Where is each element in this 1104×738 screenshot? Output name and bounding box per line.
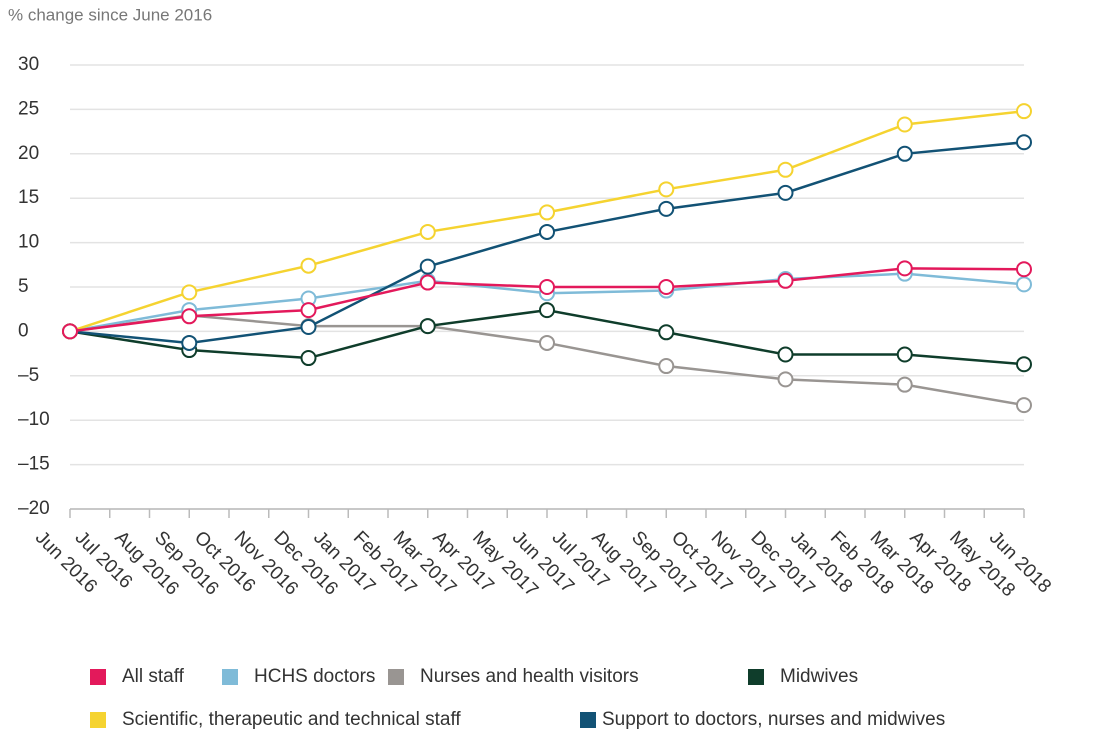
data-point: [539, 302, 555, 319]
y-axis-label: % change since June 2016: [8, 5, 212, 24]
data-point: [777, 371, 794, 388]
legend-swatch: [388, 669, 404, 685]
y-tick-label: 5: [18, 276, 29, 297]
data-point: [539, 204, 555, 221]
data-point: [181, 284, 198, 301]
data-point: [658, 181, 675, 198]
legend-label: Scientific, therapeutic and technical st…: [122, 709, 461, 730]
data-point: [181, 308, 198, 325]
legend-label: Nurses and health visitors: [420, 666, 639, 687]
legend-swatch: [90, 712, 106, 728]
data-point: [419, 318, 436, 335]
data-point: [777, 272, 794, 289]
legend-swatch: [222, 669, 238, 685]
data-point: [300, 302, 317, 319]
y-tick-label: –15: [18, 454, 50, 475]
legend-label: Midwives: [780, 666, 858, 687]
data-point: [896, 346, 913, 363]
y-tick-label: 10: [18, 232, 39, 253]
data-point: [658, 279, 675, 295]
data-point: [1016, 134, 1032, 151]
legend-label: HCHS doctors: [254, 666, 375, 687]
data-point: [777, 184, 794, 201]
data-point: [777, 161, 794, 178]
y-tick-label: –5: [18, 365, 39, 386]
data-point: [539, 223, 555, 240]
data-point: [419, 223, 436, 240]
data-point: [300, 257, 317, 274]
data-point: [658, 324, 675, 341]
legend-swatch: [90, 669, 106, 685]
data-point: [62, 323, 78, 340]
data-point: [777, 346, 794, 363]
legend-label: Support to doctors, nurses and midwives: [602, 709, 945, 730]
data-point: [896, 116, 913, 133]
y-tick-label: 30: [18, 54, 39, 75]
series-line: [69, 314, 1025, 407]
data-point: [896, 376, 913, 393]
y-tick-label: 0: [18, 320, 29, 341]
data-point: [539, 279, 555, 295]
legend-swatch: [580, 712, 596, 728]
data-point: [539, 334, 555, 351]
data-point: [1016, 103, 1032, 120]
legend-label: All staff: [122, 666, 185, 687]
data-point: [1016, 397, 1032, 414]
data-point: [300, 318, 317, 335]
data-point: [896, 145, 913, 162]
data-point: [658, 358, 675, 375]
y-tick-label: –10: [18, 409, 50, 430]
data-point: [419, 274, 436, 291]
data-point: [896, 260, 913, 277]
data-point: [300, 350, 317, 367]
y-tick-label: 20: [18, 143, 39, 164]
data-point: [1016, 356, 1032, 373]
y-tick-label: 15: [18, 187, 39, 208]
y-tick-label: –20: [18, 498, 50, 519]
data-point: [181, 334, 198, 351]
data-point: [658, 200, 675, 217]
y-tick-label: 25: [18, 98, 39, 119]
data-point: [1016, 261, 1032, 278]
data-point: [419, 258, 436, 275]
data-point: [1016, 276, 1032, 293]
legend-swatch: [748, 669, 764, 685]
